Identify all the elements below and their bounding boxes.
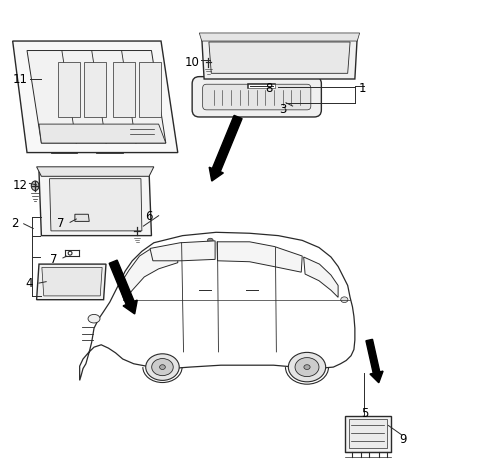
Bar bbox=[218, 48, 238, 69]
Text: 9: 9 bbox=[399, 433, 407, 446]
Text: 10: 10 bbox=[185, 56, 200, 69]
Ellipse shape bbox=[73, 272, 89, 291]
Bar bbox=[323, 48, 341, 69]
Polygon shape bbox=[39, 124, 166, 143]
Ellipse shape bbox=[52, 275, 62, 288]
Polygon shape bbox=[39, 171, 152, 236]
Ellipse shape bbox=[152, 358, 173, 376]
Ellipse shape bbox=[207, 238, 213, 242]
Polygon shape bbox=[12, 41, 178, 153]
Polygon shape bbox=[140, 62, 161, 117]
Ellipse shape bbox=[271, 83, 275, 89]
Ellipse shape bbox=[295, 357, 319, 377]
Ellipse shape bbox=[76, 275, 86, 288]
Text: 2: 2 bbox=[12, 217, 19, 230]
Polygon shape bbox=[36, 167, 154, 176]
Bar bbox=[96, 141, 123, 153]
Ellipse shape bbox=[88, 315, 100, 323]
Ellipse shape bbox=[304, 365, 310, 369]
Polygon shape bbox=[304, 257, 338, 298]
Ellipse shape bbox=[134, 227, 141, 235]
Ellipse shape bbox=[74, 169, 81, 174]
FancyBboxPatch shape bbox=[82, 186, 109, 226]
Polygon shape bbox=[202, 36, 357, 79]
Text: 3: 3 bbox=[279, 103, 287, 116]
Polygon shape bbox=[84, 62, 106, 117]
Polygon shape bbox=[42, 268, 102, 296]
Bar bbox=[271, 48, 290, 69]
Ellipse shape bbox=[68, 251, 72, 255]
Ellipse shape bbox=[112, 169, 119, 174]
Ellipse shape bbox=[146, 354, 179, 380]
FancyArrow shape bbox=[366, 339, 383, 383]
Text: 5: 5 bbox=[361, 407, 368, 420]
Polygon shape bbox=[58, 62, 80, 117]
Ellipse shape bbox=[205, 58, 212, 67]
Text: 6: 6 bbox=[145, 210, 153, 223]
Polygon shape bbox=[36, 264, 106, 300]
FancyBboxPatch shape bbox=[109, 186, 137, 226]
Ellipse shape bbox=[211, 57, 219, 68]
Ellipse shape bbox=[31, 181, 39, 190]
Polygon shape bbox=[75, 214, 89, 221]
Ellipse shape bbox=[49, 272, 65, 291]
Polygon shape bbox=[49, 178, 142, 231]
FancyBboxPatch shape bbox=[345, 416, 391, 452]
Text: 7: 7 bbox=[57, 217, 64, 230]
Polygon shape bbox=[80, 232, 355, 380]
FancyBboxPatch shape bbox=[55, 186, 82, 226]
Polygon shape bbox=[27, 50, 166, 143]
FancyBboxPatch shape bbox=[203, 84, 311, 110]
Ellipse shape bbox=[341, 297, 348, 303]
Polygon shape bbox=[209, 42, 350, 73]
FancyArrow shape bbox=[109, 260, 137, 314]
Polygon shape bbox=[217, 242, 302, 272]
Bar bbox=[51, 141, 77, 153]
Ellipse shape bbox=[60, 144, 68, 150]
Polygon shape bbox=[113, 62, 135, 117]
Bar bbox=[245, 48, 264, 69]
Bar bbox=[298, 48, 317, 69]
Ellipse shape bbox=[248, 83, 252, 89]
Polygon shape bbox=[120, 245, 178, 301]
Text: 4: 4 bbox=[25, 277, 33, 289]
Ellipse shape bbox=[159, 365, 165, 369]
Ellipse shape bbox=[105, 144, 114, 150]
Text: 11: 11 bbox=[12, 72, 27, 86]
Text: 1: 1 bbox=[358, 82, 366, 95]
Ellipse shape bbox=[288, 352, 325, 382]
FancyBboxPatch shape bbox=[192, 77, 322, 117]
Text: 12: 12 bbox=[12, 179, 27, 192]
Ellipse shape bbox=[336, 57, 344, 68]
Polygon shape bbox=[150, 241, 215, 261]
FancyBboxPatch shape bbox=[349, 419, 387, 448]
Text: 7: 7 bbox=[49, 253, 57, 266]
Text: 8: 8 bbox=[265, 82, 273, 95]
Ellipse shape bbox=[142, 212, 147, 218]
FancyArrow shape bbox=[209, 115, 242, 181]
Ellipse shape bbox=[77, 215, 81, 220]
Polygon shape bbox=[199, 33, 360, 41]
